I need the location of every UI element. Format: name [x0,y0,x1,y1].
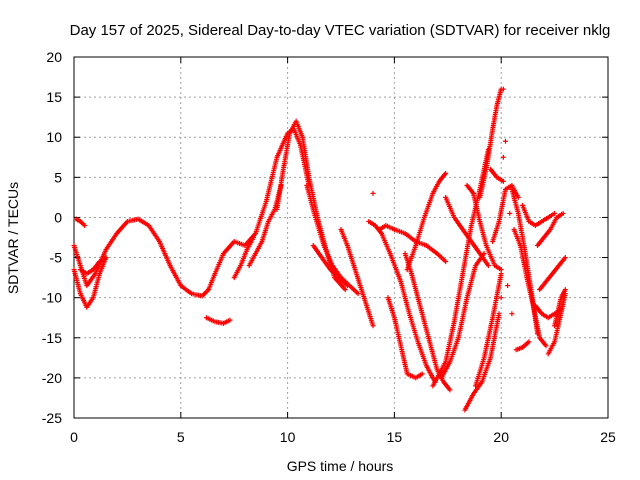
data-point-trace-ah [507,210,513,216]
y-tick-label: -10 [42,290,62,306]
y-tick-label: 15 [46,89,62,105]
data-point-trace-w [515,194,521,200]
data-point-trace-h [355,291,361,297]
data-point-trace-ae [562,255,568,261]
data-point-trace-j [370,323,376,329]
data-point-trace-ah [500,154,506,160]
x-axis-label: GPS time / hours [287,458,394,474]
x-tick-label: 20 [493,429,509,445]
data-point-trace-ab [552,210,558,216]
data-point-trace-n [447,387,453,393]
y-tick-label: -20 [42,370,62,386]
data-point-trace-z [543,343,549,349]
data-point-trace-r [485,263,491,269]
data-point-trace-ah [502,138,508,144]
data-point-trace-i [344,283,350,289]
y-tick-label: 0 [54,209,62,225]
x-tick-label: 25 [600,429,616,445]
data-point-trace-e [250,235,256,240]
y-tick-label: -25 [42,410,62,426]
y-tick-label: -5 [50,250,63,266]
data-point-trace-q [481,251,487,257]
axis-ticks [73,56,609,419]
y-axis-label: SDTVAR / TECUs [5,182,21,294]
data-point-trace-ad [560,210,566,216]
data-point-trace-ah [509,311,515,317]
data-point-trace-c [103,255,109,261]
y-tick-label: 5 [54,169,62,185]
y-tick-label: -15 [42,330,62,346]
y-tick-labels: -25 -20 -15 -10 -5 0 5 10 15 20 [42,49,62,426]
data-point-trace-b [82,222,88,228]
y-tick-label: 20 [46,49,62,65]
data-point-trace-ag [562,287,568,293]
x-tick-labels: 0 5 10 15 20 25 [70,429,616,445]
data-point-trace-aa [526,339,532,345]
data-points [71,86,568,413]
data-point-trace-ah [498,295,504,301]
data-point-trace-o [443,170,449,176]
x-tick-label: 10 [280,429,296,445]
data-point-trace-l [443,259,449,265]
data-point-trace-ah [505,283,511,289]
y-tick-label: 10 [46,129,62,145]
data-point-trace-u [498,271,504,277]
data-point-trace-g [342,287,348,293]
plot-frame [73,56,609,419]
data-point-trace-ah [370,190,376,196]
data-point-trace-t [496,311,502,317]
x-tick-label: 15 [387,429,403,445]
data-point-trace-d [227,317,233,323]
data-point-trace-x [500,178,506,184]
x-tick-label: 0 [70,429,78,445]
data-point-trace-m [419,371,425,377]
chart-title: Day 157 of 2025, Sidereal Day-to-day VTE… [70,22,611,39]
data-point-trace-ah [500,86,506,92]
grid [74,57,608,418]
x-tick-label: 5 [177,429,185,445]
